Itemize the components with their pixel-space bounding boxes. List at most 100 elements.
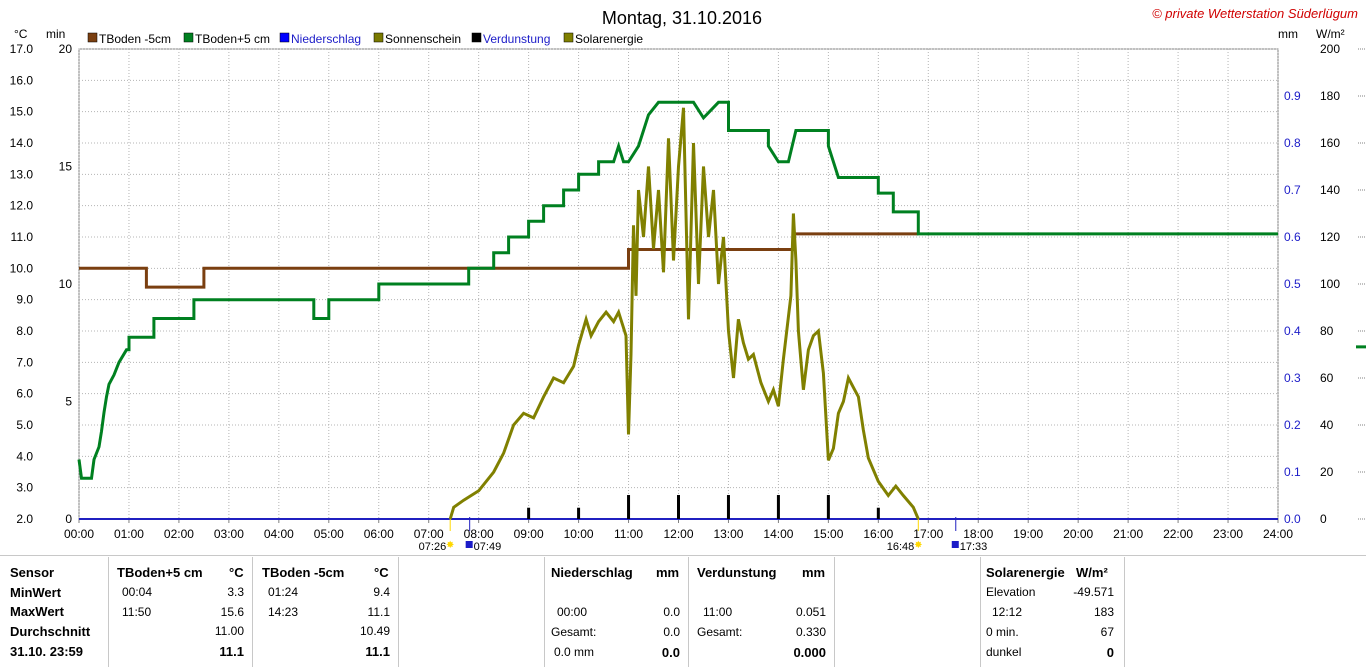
row-label-avg: Durchschnitt	[10, 624, 91, 639]
chart-title: Montag, 31.10.2016	[602, 8, 762, 28]
y-tick-label-wm2: 80	[1320, 324, 1334, 338]
y-tick-label-wm2: 100	[1320, 277, 1340, 291]
right-axis-label-mm: mm	[1278, 27, 1298, 41]
y-tick-label-temp: 7.0	[16, 355, 33, 369]
rain-current-value: 0.0	[661, 645, 680, 660]
y-tick-label-wm2: 180	[1320, 89, 1340, 103]
tm5-avg-value: 10.49	[359, 624, 390, 638]
y-tick-label-min: 15	[59, 160, 73, 174]
rain-header: Niederschlag	[551, 565, 633, 580]
bar-verdunstung	[726, 495, 730, 519]
sunset-icon: ✸	[914, 540, 922, 551]
legend-label-verdunstung: Verdunstung	[483, 32, 550, 46]
chart-legend: TBoden -5cm TBoden+5 cm Niederschlag Sonnen…	[87, 32, 643, 46]
y-tick-label-mm: 0.8	[1284, 136, 1301, 150]
x-tick-label: 00:00	[64, 527, 94, 541]
row-label-min: MinWert	[10, 585, 62, 600]
rain-max-value: 0.0	[663, 605, 680, 619]
x-tick-label: 17:00	[913, 527, 943, 541]
series-line-solarenergie	[448, 107, 920, 520]
table-top-border	[0, 555, 1366, 556]
solar-header: Solarenergie	[986, 565, 1065, 580]
x-tick-label: 19:00	[1013, 527, 1043, 541]
dusk-time: 17:33	[960, 541, 988, 553]
evap-max-time: 11:00	[703, 605, 733, 619]
evap-total-label: Gesamt:	[697, 625, 743, 639]
y-tick-label-min: 20	[59, 42, 73, 56]
solar-elevation-value: -49.571	[1073, 585, 1114, 599]
y-tick-label-temp: 3.0	[16, 481, 33, 495]
dusk-icon	[951, 541, 959, 548]
x-tick-label: 12:00	[663, 527, 693, 541]
x-tick-label: 09:00	[514, 527, 544, 541]
legend-label-solarenergie: Solarenergie	[575, 32, 643, 46]
table-divider	[1124, 557, 1125, 667]
x-tick-label: 11:00	[614, 527, 643, 541]
x-tick-label: 18:00	[963, 527, 993, 541]
solar-max-value: 183	[1093, 605, 1114, 619]
y-tick-label-mm: 0.3	[1284, 371, 1301, 385]
y-tick-label-mm: 0.1	[1284, 465, 1301, 479]
t5-unit: °C	[229, 565, 244, 580]
solar-elevation-label: Elevation	[986, 585, 1036, 599]
rain-max-time: 00:00	[557, 605, 588, 619]
solar-current-label: dunkel	[986, 645, 1022, 659]
chart-series	[77, 100, 1366, 520]
rain-current-label: 0.0 mm	[554, 645, 595, 659]
dawn-icon	[465, 541, 473, 548]
x-tick-label: 14:00	[763, 527, 793, 541]
t5-max-time: 11:50	[122, 605, 152, 619]
y-tick-label-temp: 4.0	[16, 449, 33, 463]
bar-verdunstung	[826, 495, 830, 519]
y-tick-label-mm: 0.7	[1284, 183, 1301, 197]
chart-labels: 17.0 16.0 15.0 14.0 13.0 12.0 11.0 10.0 9.0 8.0 7.…	[10, 42, 1341, 553]
left-axis-label-temp: °C	[14, 27, 28, 41]
y-tick-label-min: 0	[65, 512, 72, 526]
x-tick-label: 01:00	[114, 527, 144, 541]
bar-verdunstung	[577, 507, 581, 519]
x-tick-label: 16:00	[863, 527, 893, 541]
t5-min-time: 00:04	[122, 585, 153, 599]
y-tick-label-temp: 15.0	[10, 105, 34, 119]
x-tick-label: 10:00	[564, 527, 594, 541]
y-tick-label-temp: 9.0	[16, 293, 33, 307]
legend-swatch-niederschlag	[279, 32, 290, 43]
x-tick-label: 24:00	[1263, 527, 1293, 541]
bar-verdunstung	[876, 507, 880, 519]
evap-unit: mm	[802, 565, 826, 580]
y-tick-label-temp: 5.0	[16, 418, 33, 432]
x-tick-label: 21:00	[1113, 527, 1143, 541]
y-tick-label-mm: 0.2	[1284, 418, 1301, 432]
legend-label-sonnenschein: Sonnenschein	[385, 32, 461, 46]
x-tick-label: 02:00	[164, 527, 194, 541]
sunrise-icon: ✸	[446, 540, 454, 551]
bar-verdunstung	[527, 507, 531, 519]
solar-current-value: 0	[1106, 645, 1114, 660]
solar-avg-label: 0 min.	[986, 625, 1019, 639]
chart-grid	[78, 48, 1279, 520]
y-tick-label-mm: 0.9	[1284, 89, 1301, 103]
x-tick-label: 23:00	[1213, 527, 1243, 541]
y-tick-label-wm2: 160	[1320, 136, 1340, 150]
evap-current-value: 0.000	[793, 645, 826, 660]
y-tick-label-wm2: 140	[1320, 183, 1340, 197]
table-divider	[544, 557, 545, 667]
legend-swatch-sonnenschein	[373, 32, 384, 43]
evap-max-value: 0.051	[795, 605, 826, 619]
y-tick-label-temp: 6.0	[16, 387, 33, 401]
legend-swatch-tboden-5cm	[87, 32, 98, 43]
table-divider	[688, 557, 689, 667]
y-tick-label-temp: 2.0	[16, 512, 33, 526]
y-tick-label-mm: 0.6	[1284, 230, 1301, 244]
table-divider	[252, 557, 253, 667]
series-line-tboden-5-cm	[77, 100, 1278, 480]
y-tick-label-temp: 10.0	[10, 261, 34, 275]
y-tick-label-min: 10	[59, 277, 73, 291]
t5-max-value: 15.6	[220, 605, 244, 619]
x-tick-label: 08:00	[464, 527, 494, 541]
x-tick-label: 13:00	[713, 527, 743, 541]
x-tick-label: 04:00	[264, 527, 294, 541]
evap-total-value: 0.330	[795, 625, 826, 639]
y-tick-label-wm2: 0	[1320, 512, 1327, 526]
legend-label-tboden-5cm: TBoden -5cm	[99, 32, 171, 46]
